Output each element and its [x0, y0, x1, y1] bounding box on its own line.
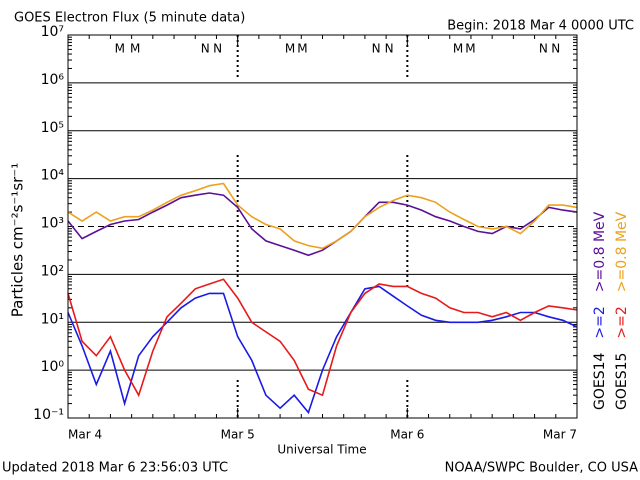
annotation: N: [213, 42, 222, 56]
y-tick-label: 10⁵: [41, 120, 64, 136]
legend-entry: >=0.8 MeV: [614, 211, 630, 292]
x-tick-label: Mar 7: [543, 428, 577, 442]
annotation: M: [453, 42, 463, 56]
annotation: M: [285, 42, 295, 56]
x-tick-label: Mar 6: [390, 428, 424, 442]
annotation: N: [372, 42, 381, 56]
legend-satellite: GOES14: [592, 352, 608, 410]
y-tick-label: 10²: [41, 263, 64, 279]
y-tick-label: 10⁶: [41, 72, 65, 88]
annotation: M: [130, 42, 140, 56]
series-line: [67, 192, 578, 257]
y-tick-label: 10⁴: [41, 168, 65, 184]
annotation: M: [115, 42, 125, 56]
series-line: [67, 278, 578, 398]
y-tick-label: 10¹: [41, 311, 64, 327]
y-tick-label: 10⁷: [41, 24, 64, 40]
annotation: N: [551, 42, 560, 56]
y-tick-label: 10³: [41, 216, 64, 232]
series-line: [67, 285, 578, 415]
plot-frame: [67, 34, 578, 419]
series-line: [67, 182, 578, 250]
legend-satellite: GOES15: [614, 353, 630, 410]
legend-entry: >=2: [614, 306, 630, 338]
chart-title: GOES Electron Flux (5 minute data): [14, 11, 245, 26]
annotation: M: [465, 42, 475, 56]
annotation: N: [385, 42, 394, 56]
legend-group: GOES14 >=2 >=0.8 MeV: [592, 211, 608, 410]
legend-entry: >=2: [592, 306, 608, 338]
y-axis-label: Particles cm⁻²s⁻¹sr⁻¹: [9, 163, 27, 317]
annotation: N: [201, 42, 210, 56]
y-tick-label: 10⁰: [41, 359, 65, 375]
begin-time: Begin: 2018 Mar 4 0000 UTC: [447, 19, 634, 34]
annotation: M: [297, 42, 307, 56]
legend-group: GOES15 >=2 >=0.8 MeV: [614, 211, 630, 410]
updated-time: Updated 2018 Mar 6 23:56:03 UTC: [2, 461, 228, 476]
x-tick-label: Mar 4: [68, 428, 102, 442]
y-tick-label: 10⁻¹: [33, 407, 64, 423]
x-axis-label: Universal Time: [277, 443, 366, 457]
legend-entry: >=0.8 MeV: [592, 211, 608, 292]
credit: NOAA/SWPC Boulder, CO USA: [445, 461, 638, 476]
annotation: N: [539, 42, 548, 56]
x-tick-label: Mar 5: [221, 428, 255, 442]
